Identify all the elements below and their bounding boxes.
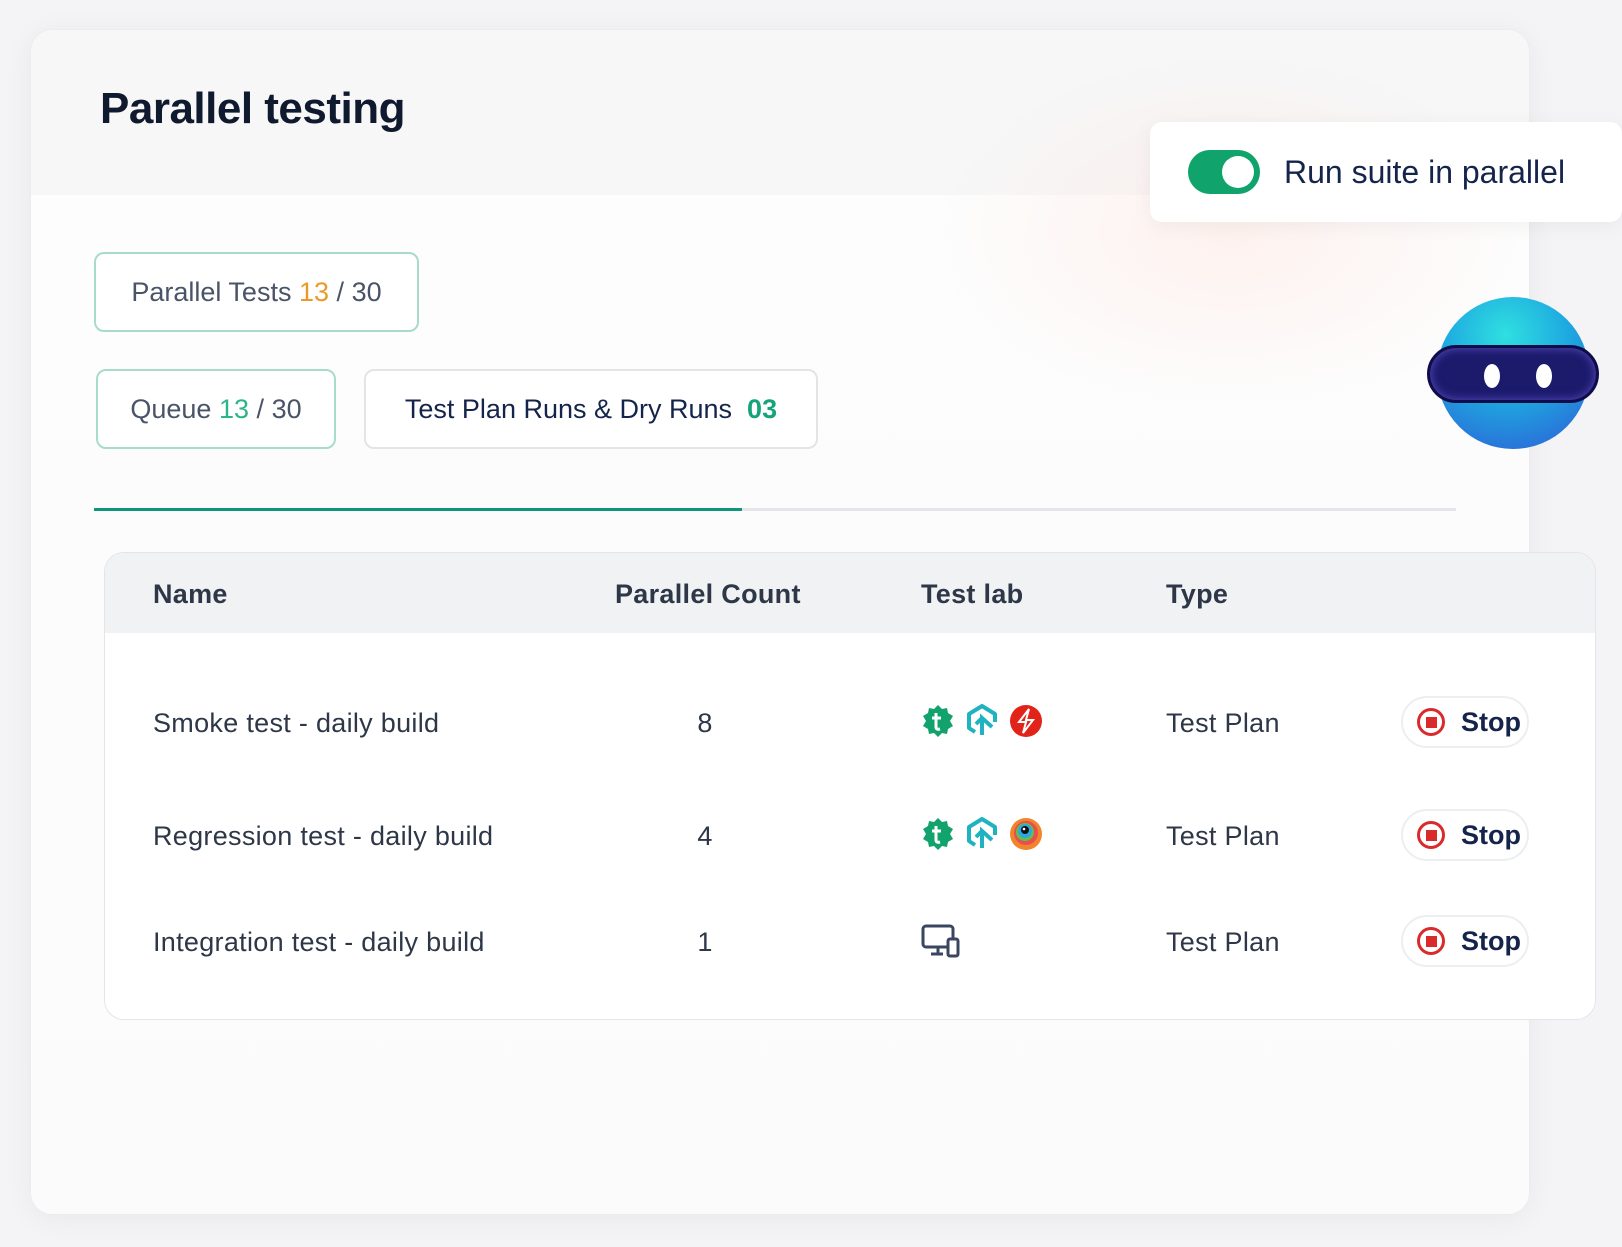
stat-label: Queue <box>130 393 212 424</box>
row-name: Smoke test - daily build <box>153 708 440 738</box>
robot-visor <box>1427 345 1599 403</box>
stop-icon <box>1417 927 1445 955</box>
run-parallel-toggle[interactable] <box>1188 150 1260 194</box>
run-parallel-panel: Run suite in parallel <box>1150 122 1622 222</box>
row-parallel-count: 4 <box>697 821 713 851</box>
row-name: Regression test - daily build <box>153 821 494 851</box>
header-parallel-count: Parallel Count <box>615 579 801 609</box>
test-plan-runs-stat[interactable]: Test Plan Runs & Dry Runs 03 <box>364 369 818 449</box>
testsigma-lab-icon <box>921 704 955 743</box>
lambdatest-icon <box>965 817 999 856</box>
table-row: Integration test - daily build 1 Test Pl… <box>105 911 1595 971</box>
local-devices-icon <box>921 923 961 964</box>
header-type: Type <box>1166 579 1229 609</box>
row-type: Test Plan <box>1166 927 1280 957</box>
toggle-label: Run suite in parallel <box>1284 153 1566 190</box>
robot-eye <box>1484 364 1500 388</box>
stat-label: Parallel Tests <box>131 276 292 307</box>
stat-total: 30 <box>351 276 382 307</box>
stop-icon <box>1417 708 1445 736</box>
testsigma-lab-icon <box>921 817 955 856</box>
row-parallel-count: 1 <box>697 927 713 957</box>
sauce-labs-icon <box>1009 704 1043 743</box>
browserstack-icon <box>1009 817 1043 856</box>
stop-label: Stop <box>1461 706 1521 737</box>
parallel-tests-stat[interactable]: Parallel Tests 13 / 30 <box>94 252 419 332</box>
table-row: Regression test - daily build 4 Test Pla… <box>105 805 1595 865</box>
stat-count: 03 <box>747 393 778 424</box>
stat-used: 13 <box>218 393 250 424</box>
page-title: Parallel testing <box>100 84 406 133</box>
usage-progress-bar <box>94 508 1456 511</box>
stop-icon <box>1417 821 1445 849</box>
stat-sep: / <box>256 393 265 424</box>
stop-button[interactable]: Stop <box>1401 696 1529 748</box>
row-test-labs <box>921 817 1043 856</box>
row-test-labs <box>921 704 1043 743</box>
stat-used: 13 <box>298 276 330 307</box>
row-type: Test Plan <box>1166 708 1280 738</box>
row-type: Test Plan <box>1166 821 1280 851</box>
row-test-labs <box>921 923 961 964</box>
table-header: Name Parallel Count Test lab Type <box>105 553 1595 633</box>
queue-stat[interactable]: Queue 13 / 30 <box>96 369 336 449</box>
parallel-runs-table: Name Parallel Count Test lab Type Smoke … <box>104 552 1596 1020</box>
lambdatest-icon <box>965 704 999 743</box>
robot-assistant-avatar[interactable] <box>1427 297 1599 449</box>
stat-sep: / <box>336 276 345 307</box>
table-row: Smoke test - daily build 8 Test Plan Sto… <box>105 692 1595 752</box>
stat-label: Test Plan Runs & Dry Runs <box>404 393 733 424</box>
background-glow <box>931 50 1531 410</box>
progress-fill <box>94 508 743 511</box>
stop-label: Stop <box>1461 925 1521 956</box>
robot-eye <box>1536 364 1552 388</box>
row-name: Integration test - daily build <box>153 927 485 957</box>
row-parallel-count: 8 <box>697 708 713 738</box>
stop-button[interactable]: Stop <box>1401 809 1529 861</box>
header-name: Name <box>153 579 228 609</box>
stop-label: Stop <box>1461 819 1521 850</box>
stop-button[interactable]: Stop <box>1401 915 1529 967</box>
header-test-lab: Test lab <box>921 579 1024 609</box>
stat-total: 30 <box>271 393 302 424</box>
